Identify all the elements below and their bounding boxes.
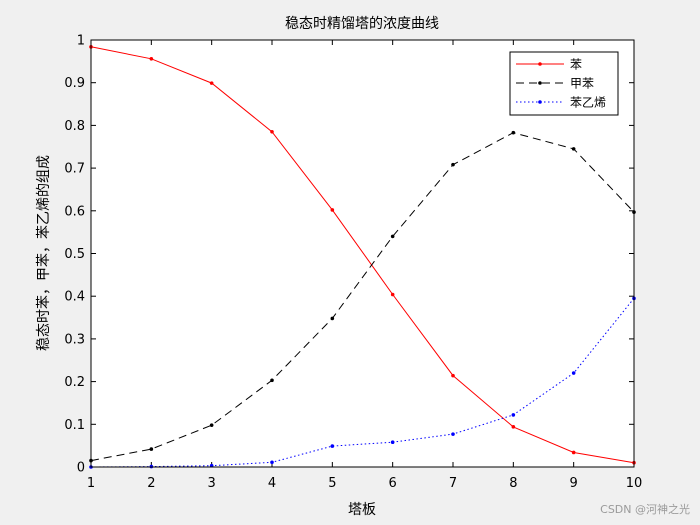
x-tick-label: 3 [208,476,216,491]
watermark: CSDN @河神之光 [600,503,690,516]
data-point [451,432,455,436]
x-tick-label: 5 [328,476,336,491]
y-tick-label: 0.8 [64,119,85,134]
data-point [270,460,274,465]
data-point [571,147,576,151]
series-line [90,46,635,464]
legend-marker [538,62,542,66]
y-tick-label: 0.6 [64,204,85,219]
plot-frame [90,39,635,468]
x-tick-label: 7 [449,476,457,491]
data-point [511,130,516,135]
data-point [149,56,154,61]
data-point [390,440,395,445]
y-axis-label: 稳态时苯，甲苯，苯乙烯的组成 [35,155,52,351]
data-point [390,292,395,297]
data-point [149,447,154,451]
y-tick-label: 0 [77,461,85,476]
x-tick-label: 8 [509,476,517,491]
y-tick-label: 0.3 [64,332,85,347]
x-axis-label: 塔板 [348,502,376,518]
y-tick-label: 0.4 [64,290,85,305]
y-tick-label: 0.9 [64,76,85,91]
data-point [390,234,395,239]
legend-marker [538,81,542,85]
y-tick-label: 0.1 [64,418,85,433]
y-tick-label: 0.5 [64,247,85,262]
data-point [270,378,274,383]
chart-title: 稳态时精馏塔的浓度曲线 [285,16,439,32]
series-layer [89,45,636,469]
data-point [571,450,576,455]
data-point [209,423,214,427]
series-line [90,297,635,468]
data-point [270,130,274,134]
x-tick-label: 10 [626,476,643,491]
data-point [571,371,576,375]
data-point [209,81,214,85]
series-0 [89,45,636,465]
x-tick-label: 2 [147,476,155,491]
data-point [330,316,335,321]
legend-label: 甲苯 [570,77,594,91]
legend-marker [538,100,542,104]
axis-ticks: 1 2 3 4 5 6 7 8 9 10 0 0.1 0.2 0.3 0.4 0.5 0.6 0.7 0.8 0.9 1 [64,34,642,492]
data-point [511,413,516,417]
data-point [511,425,516,429]
x-tick-label: 4 [268,476,276,491]
x-tick-label: 9 [570,476,578,491]
x-tick-label: 1 [87,476,95,491]
y-tick-label: 0.7 [64,162,85,177]
legend-box [509,51,619,116]
data-point [451,373,455,378]
legend-label: 苯乙烯 [570,96,606,110]
data-point [330,444,335,448]
x-tick-label: 6 [389,476,397,491]
series-1 [89,130,636,463]
y-tick-label: 0.2 [64,375,85,390]
data-point [451,162,455,167]
y-tick-label: 1 [77,34,85,49]
data-point [330,208,335,212]
series-line [90,132,635,462]
legend-label: 苯 [570,58,582,72]
